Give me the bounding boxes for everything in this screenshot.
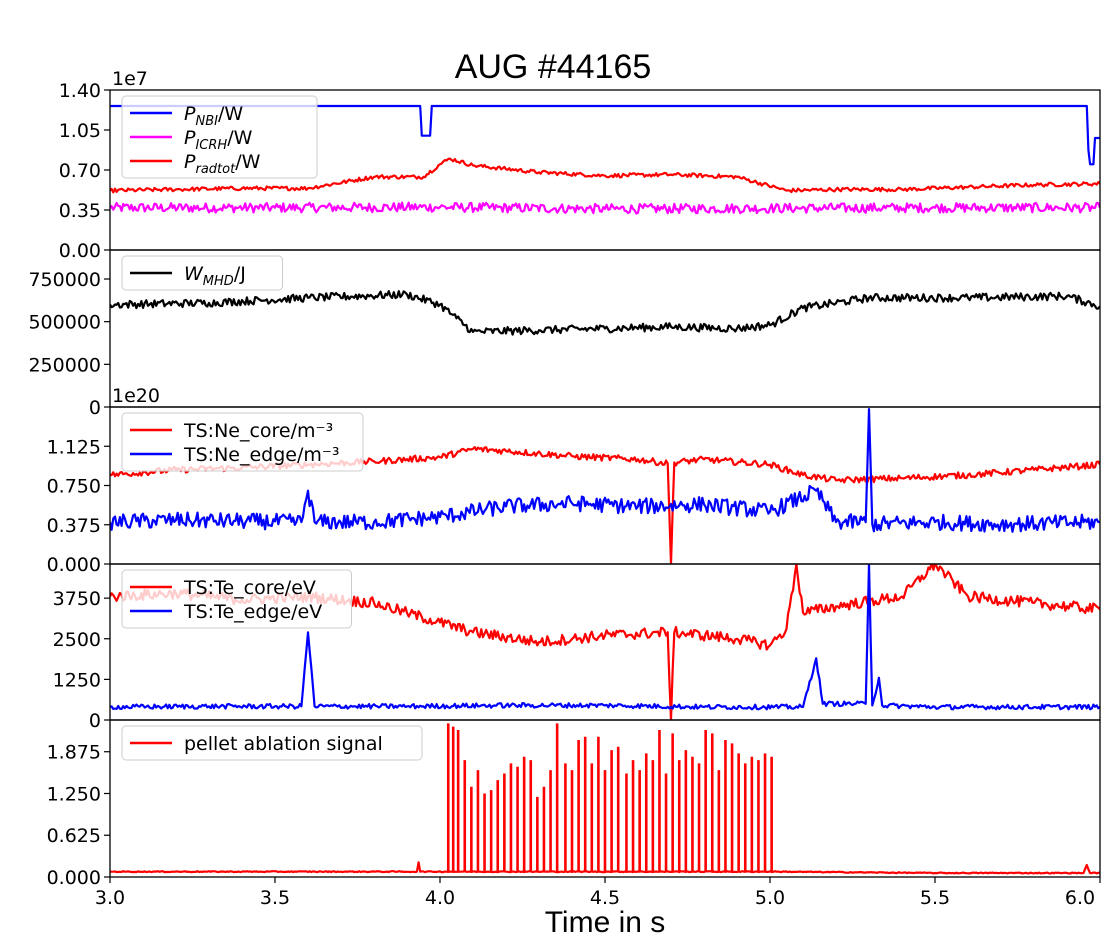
y-tick-label: 0.00 (59, 240, 101, 262)
y-tick-label: 1.40 (59, 80, 101, 102)
x-tick-label: 3.5 (260, 887, 290, 909)
legend-entry: TS:Te_edge/eV (183, 601, 322, 623)
y-tick-label: 0.750 (47, 476, 101, 498)
legend-unit: /J (234, 263, 246, 285)
legend-box (121, 95, 318, 179)
y-tick-label: 1.125 (47, 436, 101, 458)
series-line (110, 157, 1100, 194)
legend-entry: PNBI/W (184, 103, 243, 129)
series-line (110, 564, 1100, 711)
y-tick-label: 750000 (28, 269, 101, 291)
y-tick-label: 0 (89, 710, 101, 732)
offset-label: 1e7 (112, 68, 148, 90)
x-tick-label: 6.0 (1065, 887, 1095, 909)
panel-3: 0.000 0.375 0.750 1.125 1e20 TS:Ne_core/m⁻³TS… (47, 385, 1101, 576)
y-tick-label: 0.375 (47, 515, 101, 537)
y-tick-label: 1250 (53, 669, 101, 691)
y-tick-label: 2500 (53, 629, 101, 651)
legend-box (121, 725, 423, 761)
series-line (110, 408, 1100, 533)
legend-subscript: NBI (195, 114, 218, 129)
chart-title: AUG #44165 (454, 48, 652, 86)
y-tick-label: 0.70 (59, 160, 101, 182)
legend-entry: WMHD/J (184, 263, 246, 289)
y-tick-label: 1.05 (59, 120, 101, 142)
x-tick-label: 5.0 (755, 887, 785, 909)
legend-subscript: MHD (203, 274, 234, 289)
legend-entry: TS:Ne_edge/m⁻³ (183, 444, 340, 466)
legend-box (121, 569, 352, 629)
legend-box (121, 412, 364, 472)
legend-symbol: W (184, 263, 204, 285)
panel-2: 0 250000 500000 750000 WMHD/J (28, 249, 1101, 419)
series-line (110, 290, 1100, 336)
x-axis-label: Time in s (544, 906, 666, 939)
offset-label: 1e20 (112, 385, 160, 407)
legend-symbol: P (184, 127, 196, 149)
x-tick-label: 4.0 (425, 887, 455, 909)
legend-box (121, 255, 283, 291)
legend-entry: Pradtot/W (184, 151, 261, 177)
series-line (110, 201, 1100, 215)
x-tick-label: 5.5 (920, 887, 950, 909)
legend-unit: /W (218, 103, 243, 125)
y-tick-label: 1.875 (47, 742, 101, 764)
legend-subscript: ICRH (195, 138, 227, 153)
legend-symbol: P (184, 151, 196, 173)
y-tick-label: 0.35 (59, 200, 101, 222)
panel-5: 0.000 0.625 1.250 1.875 pellet ablation sign… (47, 719, 1101, 889)
y-tick-label: 0 (89, 397, 101, 419)
y-tick-label: 1.250 (47, 783, 101, 805)
legend-entry: TS:Ne_core/m⁻³ (183, 420, 333, 442)
y-tick-label: 0.625 (47, 825, 101, 847)
y-tick-label: 3750 (53, 588, 101, 610)
y-tick-label: 250000 (28, 354, 101, 376)
legend-entry: PICRH/W (184, 127, 253, 153)
y-tick-label: 0.000 (47, 867, 101, 889)
y-tick-label: 500000 (28, 312, 101, 334)
legend-unit: /W (235, 151, 260, 173)
panel-1: 0.000.350.701.051.401e7PNBI/WPICRH/WPrad… (59, 68, 1101, 262)
legend-entry: TS:Te_core/eV (183, 577, 316, 599)
legend-unit: /W (227, 127, 252, 149)
series-line (110, 861, 1100, 875)
x-tick-label: 3.0 (95, 887, 125, 909)
x-tick-label: 4.5 (590, 887, 620, 909)
y-tick-label: 0.000 (47, 554, 101, 576)
legend-subscript: radtot (195, 162, 236, 177)
legend-entry: pellet ablation signal (184, 733, 383, 755)
legend-symbol: P (184, 103, 196, 125)
